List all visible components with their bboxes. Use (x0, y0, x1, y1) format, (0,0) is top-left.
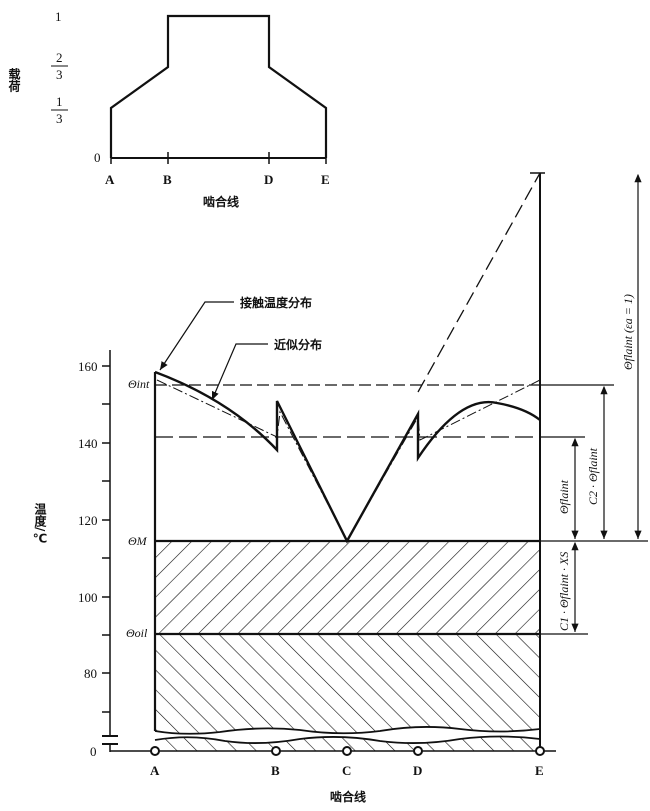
load-xlabel: 啮合线 (203, 194, 239, 209)
point-e: E (535, 763, 544, 778)
dim-full-label: Θflaint (εa = 1) (621, 294, 635, 370)
contact-temperature-curve (154, 370, 541, 544)
load-curve (109, 14, 328, 158)
load-point-a: A (105, 172, 115, 187)
ytick-100: 100 (78, 590, 98, 605)
load-point-b: B (163, 172, 172, 187)
load-ylabel: 载荷 (7, 67, 21, 93)
point-a: A (150, 763, 160, 778)
load-ytick-0: 0 (94, 150, 101, 165)
ytick-80: 80 (84, 666, 97, 681)
point-b: B (271, 763, 280, 778)
temp-xlabel: 啮合线 (330, 789, 366, 804)
extrapolation-line (417, 172, 541, 393)
ytick-120: 120 (78, 513, 98, 528)
load-ytick-2-3-num: 2 (56, 50, 63, 65)
load-point-e: E (321, 172, 330, 187)
load-ytick-1-3-den: 3 (56, 111, 63, 126)
hatch-region-upper (155, 541, 540, 634)
dim-flaint-label: Θflaint (557, 479, 571, 514)
ytick-160: 160 (78, 359, 98, 374)
point-markers (150, 746, 545, 756)
load-ytick-1-3-num: 1 (56, 94, 63, 109)
theta-int-label: Θint (128, 377, 150, 391)
temp-chart: 温度/℃ 160 140 120 100 80 0 (33, 172, 648, 804)
callout-contact-temperature: 接触温度分布 (240, 295, 312, 310)
load-chart: 载荷 1 2 3 1 3 0 A B D E 啮合线 (7, 9, 330, 209)
hatch-region-lower (155, 634, 540, 734)
hatch-strip-bottom (155, 736, 540, 751)
temp-ylabel: 温度/℃ (33, 503, 47, 546)
approximate-distribution-curve (156, 379, 541, 543)
y-ticks (102, 365, 118, 745)
load-ytick-2-3-den: 3 (56, 67, 63, 82)
theta-oil-label: Θoil (126, 626, 148, 640)
callout-approximate: 近似分布 (274, 337, 322, 352)
theta-m-label: ΘM (128, 534, 148, 548)
load-point-d: D (264, 172, 273, 187)
point-c: C (342, 763, 351, 778)
dim-c1-label: C1 · Θflaint · XS (557, 552, 571, 631)
point-d: D (413, 763, 422, 778)
ytick-0: 0 (90, 744, 97, 759)
dim-c2-label: C2 · Θflaint (586, 447, 600, 505)
dimension-extension-lines (540, 384, 648, 635)
load-ytick-1: 1 (55, 9, 62, 24)
ytick-140: 140 (78, 436, 98, 451)
